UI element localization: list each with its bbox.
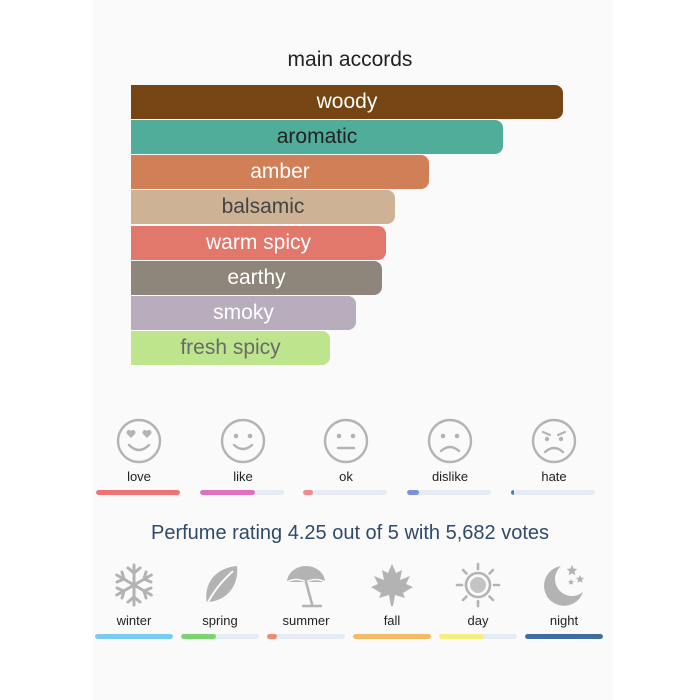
vote-fill: [407, 490, 419, 495]
vote-track: [303, 490, 387, 495]
season-buttons: winter spring summer fall: [94, 562, 609, 644]
leaf-icon: [205, 566, 238, 607]
vote-label: like: [233, 469, 253, 484]
vote-track: [96, 490, 180, 495]
vote-fill: [511, 490, 515, 495]
vote-buttons: love like ok dislike: [94, 418, 604, 500]
vote-hate-button[interactable]: hate: [509, 418, 599, 500]
vote-track: [407, 490, 491, 495]
season-track: [439, 634, 517, 639]
season-fill: [95, 634, 173, 639]
season-label: fall: [383, 613, 401, 628]
season-fill: [439, 634, 485, 639]
vote-fill: [303, 490, 314, 495]
accord-bar-fresh-spicy: fresh spicy: [131, 331, 330, 365]
season-track: [95, 634, 173, 639]
season-fill: [181, 634, 217, 639]
season-label: summer: [282, 613, 330, 628]
accord-bar-amber: amber: [131, 155, 429, 189]
snowflake-icon: [115, 563, 153, 607]
accord-label: earthy: [227, 266, 286, 289]
moon-stars-icon: [543, 565, 585, 606]
vote-label: ok: [339, 469, 353, 484]
vote-track: [200, 490, 284, 495]
accord-label: fresh spicy: [180, 336, 281, 359]
accord-bar-woody: woody: [131, 85, 563, 119]
season-summer-button[interactable]: summer: [266, 562, 346, 644]
accord-label: balsamic: [221, 195, 305, 218]
season-track: [181, 634, 259, 639]
season-label: day: [467, 613, 489, 628]
season-track: [267, 634, 345, 639]
vote-label: love: [127, 469, 151, 484]
rating-summary: Perfume rating 4.25 out of 5 with 5,682 …: [150, 522, 550, 544]
season-track: [353, 634, 431, 639]
season-day-button[interactable]: day: [438, 562, 518, 644]
neutral-face-icon: [323, 418, 369, 464]
season-fill: [353, 634, 431, 639]
accord-bar-balsamic: balsamic: [131, 190, 395, 224]
sad-face-icon: [427, 418, 473, 464]
accord-bar-warm-spicy: warm spicy: [131, 226, 386, 260]
accord-bar-smoky: smoky: [131, 296, 356, 330]
season-label: winter: [116, 613, 152, 628]
sun-icon: [455, 562, 501, 608]
accord-label: woody: [316, 90, 378, 113]
vote-label: hate: [541, 469, 567, 484]
season-label: spring: [202, 613, 238, 628]
love-face-icon: [116, 418, 162, 464]
season-fill: [525, 634, 603, 639]
vote-ok-button[interactable]: ok: [301, 418, 391, 500]
season-fall-button[interactable]: fall: [352, 562, 432, 644]
smile-face-icon: [220, 418, 266, 464]
accord-bar-earthy: earthy: [131, 261, 382, 295]
accord-label: amber: [250, 160, 310, 183]
angry-face-icon: [531, 418, 577, 464]
vote-dislike-button[interactable]: dislike: [405, 418, 495, 500]
accords-title: main accords: [287, 48, 413, 71]
season-winter-button[interactable]: winter: [94, 562, 174, 644]
vote-love-button[interactable]: love: [94, 418, 184, 500]
accord-label: warm spicy: [205, 231, 311, 254]
maple-leaf-icon: [371, 564, 413, 606]
accord-label: smoky: [213, 301, 274, 324]
vote-track: [511, 490, 595, 495]
umbrella-icon: [286, 566, 326, 608]
vote-fill: [200, 490, 256, 495]
season-label: night: [549, 613, 579, 628]
season-track: [525, 634, 603, 639]
vote-like-button[interactable]: like: [198, 418, 288, 500]
season-night-button[interactable]: night: [524, 562, 604, 644]
vote-fill: [96, 490, 180, 495]
accord-label: aromatic: [276, 125, 358, 148]
vote-label: dislike: [431, 469, 469, 484]
season-fill: [267, 634, 278, 639]
season-spring-button[interactable]: spring: [180, 562, 260, 644]
accord-bar-aromatic: aromatic: [131, 120, 503, 154]
